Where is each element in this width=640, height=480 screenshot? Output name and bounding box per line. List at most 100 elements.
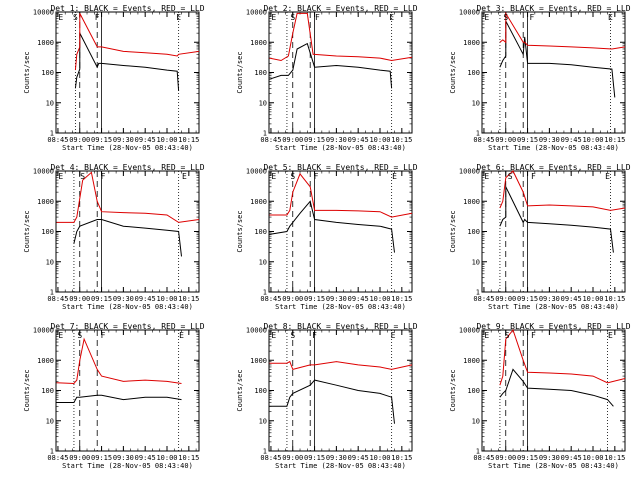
y-tick-label: 10 [472,258,480,266]
series-line-events [269,200,395,253]
x-tick-label: 10:15 [178,454,199,462]
series-line-lld [499,11,626,50]
y-tick-label: 100 [254,69,267,77]
y-tick-label: 100 [41,387,54,395]
x-tick-label: 08:45 [473,136,494,144]
interval-marker: F [314,172,319,181]
x-tick-label: 09:45 [348,295,369,303]
y-tick-label: 10000 [246,168,267,176]
x-tick-label: 09:15 [304,136,325,144]
interval-marker: F [312,331,317,340]
interval-marker: E [484,331,489,340]
x-tick-label: 10:00 [156,136,177,144]
interval-marker: S [290,331,295,340]
interval-marker: E [271,172,276,181]
x-axis-label: Start Time (28-Nov-05 08:43:40) [488,303,619,311]
y-tick-label: 100 [467,69,480,77]
panel-det-8: Det 8: BLACK = Events, RED = LLD 1 10 100 10… [236,322,418,470]
x-tick-label: 09:15 [304,295,325,303]
x-tick-label: 09:15 [91,454,112,462]
y-tick-label: 1000 [37,357,54,365]
y-tick-label: 10 [46,99,54,107]
series-line-events [499,368,614,407]
x-tick-label: 09:30 [539,136,560,144]
panel-title: Det 2: BLACK = Events, RED = LLD [263,4,417,13]
x-tick-label: 09:15 [517,295,538,303]
panel-title: Det 1: BLACK = Events, RED = LLD [50,4,204,13]
y-axis-label: Counts/sec [449,369,457,411]
interval-marker: S [73,13,78,22]
y-tick-label: 1000 [37,39,54,47]
interval-marker: S [503,13,508,22]
interval-marker: E [605,172,610,181]
series-line-events [74,32,180,91]
y-tick-label: 1000 [37,198,54,206]
y-tick-label: 1000 [250,357,267,365]
panels-group: Det 1: BLACK = Events, RED = LLD 1 10 100 10… [23,4,631,470]
x-tick-label: 10:15 [604,454,625,462]
interval-marker: F [101,331,106,340]
y-tick-label: 100 [467,387,480,395]
y-tick-label: 100 [254,387,267,395]
panel-det-1: Det 1: BLACK = Events, RED = LLD 1 10 100 10… [23,4,205,152]
x-tick-label: 09:00 [282,136,303,144]
x-tick-label: 10:15 [178,295,199,303]
y-axis-label: Counts/sec [236,369,244,411]
x-tick-label: 10:15 [391,454,412,462]
panel-title: Det 6: BLACK = Events, RED = LLD [476,163,630,172]
x-tick-label: 09:30 [326,454,347,462]
x-tick-label: 09:45 [561,295,582,303]
interval-marker: E [608,331,613,340]
x-axis-label: Start Time (28-Nov-05 08:43:40) [62,462,193,470]
x-tick-label: 09:30 [113,136,134,144]
x-tick-label: 10:00 [369,295,390,303]
x-tick-label: 10:00 [369,454,390,462]
x-tick-label: 10:15 [604,295,625,303]
series-line-events [269,42,393,89]
x-tick-label: 09:00 [69,295,90,303]
y-tick-label: 1 [50,289,54,297]
series-line-lld [499,170,626,211]
y-tick-label: 1000 [463,39,480,47]
series-line-events [56,394,182,403]
y-tick-label: 1000 [250,198,267,206]
y-tick-label: 10000 [33,327,54,335]
series-line-lld [269,172,413,218]
panel-title: Det 8: BLACK = Events, RED = LLD [263,322,417,331]
x-axis-label: Start Time (28-Nov-05 08:43:40) [62,144,193,152]
series-line-events [499,186,614,253]
x-tick-label: 10:00 [582,136,603,144]
y-axis-label: Counts/sec [236,210,244,252]
interval-marker: E [271,13,276,22]
x-tick-label: 10:15 [391,295,412,303]
x-tick-label: 09:15 [517,454,538,462]
series-line-lld [499,328,626,386]
x-tick-label: 09:30 [113,454,134,462]
x-tick-label: 10:00 [582,295,603,303]
y-axis-label: Counts/sec [23,210,31,252]
y-tick-label: 10 [259,258,267,266]
interval-marker: E [58,331,63,340]
x-tick-label: 09:45 [135,136,156,144]
y-tick-label: 1000 [463,357,480,365]
interval-marker: E [271,331,276,340]
y-axis-label: Counts/sec [449,51,457,93]
x-tick-label: 09:15 [91,295,112,303]
x-tick-label: 08:45 [47,295,68,303]
interval-marker: S [505,331,510,340]
x-tick-label: 10:15 [391,136,412,144]
x-tick-label: 09:00 [282,295,303,303]
panel-title: Det 7: BLACK = Events, RED = LLD [50,322,204,331]
x-tick-label: 09:00 [69,454,90,462]
x-tick-label: 08:45 [47,454,68,462]
x-axis-label: Start Time (28-Nov-05 08:43:40) [488,144,619,152]
y-tick-label: 10000 [246,9,267,17]
y-tick-label: 1000 [463,198,480,206]
x-tick-label: 10:15 [604,136,625,144]
interval-marker: E [58,13,63,22]
y-tick-label: 10000 [459,327,480,335]
interval-marker: E [182,172,187,181]
y-tick-label: 10 [46,417,54,425]
